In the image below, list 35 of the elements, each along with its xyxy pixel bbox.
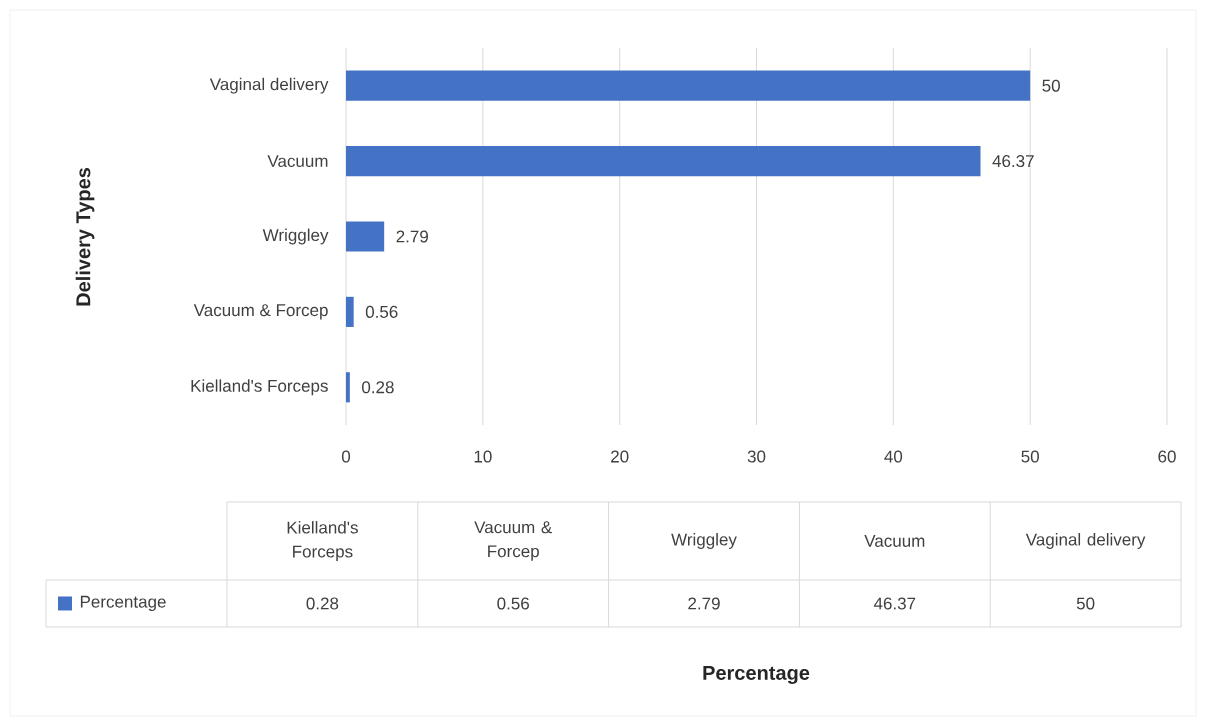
- y-axis-title: Delivery Types: [75, 167, 95, 306]
- bar: [346, 70, 1031, 101]
- x-tick-label: 10: [474, 450, 492, 463]
- y-tick-label: Wriggley: [262, 228, 329, 245]
- x-tick-label: 30: [747, 450, 766, 463]
- bar: [346, 372, 350, 403]
- y-tick-label: Kielland's Forceps: [191, 379, 328, 396]
- bar: [346, 221, 385, 252]
- data-label: 0.56: [365, 305, 398, 318]
- x-tick-label: 60: [1158, 450, 1176, 463]
- x-tick-label: 40: [884, 450, 903, 463]
- bar: [346, 296, 354, 327]
- data-label: 46.37: [873, 597, 916, 610]
- data-label: 0.56: [497, 597, 529, 610]
- x-tick-label: 20: [611, 450, 629, 463]
- category-label: Vacuum: [864, 535, 925, 547]
- category-label: Vaginal delivery: [1025, 533, 1146, 549]
- category-label: Kielland's Forceps: [287, 521, 358, 561]
- x-tick-label: 0: [341, 450, 351, 463]
- x-tick-label: 50: [1021, 450, 1039, 463]
- y-tick-label: Vacuum: [267, 155, 328, 168]
- data-label: 50: [1042, 79, 1060, 92]
- bar: [346, 146, 981, 177]
- category-label: Wriggley: [671, 533, 737, 549]
- data-label: 2.79: [688, 597, 720, 610]
- legend-label: Percentage: [80, 595, 166, 612]
- data-label: 0.28: [362, 381, 394, 394]
- y-tick-label: Vaginal delivery: [209, 77, 329, 94]
- data-label: 50: [1076, 597, 1095, 610]
- data-label: 2.79: [396, 230, 428, 243]
- y-tick-label: Vacuum & Forcep: [193, 304, 328, 320]
- data-label: 0.28: [306, 597, 339, 610]
- x-axis-title: Percentage: [703, 665, 810, 684]
- data-label: 46.37: [992, 155, 1034, 168]
- category-label: Vacuum & Forcep: [474, 521, 552, 561]
